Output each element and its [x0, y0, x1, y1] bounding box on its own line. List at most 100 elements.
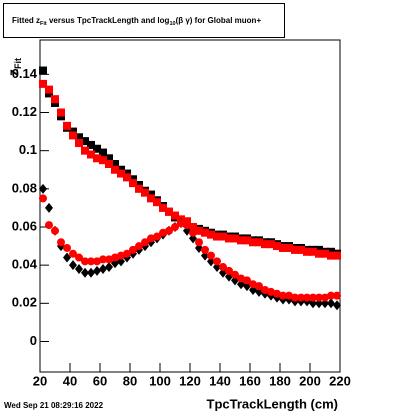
square-marker	[219, 232, 227, 241]
circle-marker	[75, 253, 83, 262]
x-tick-label: 180	[269, 373, 291, 388]
x-tick-label: 60	[93, 373, 107, 388]
x-tick-label: 160	[239, 373, 261, 388]
square-marker	[321, 249, 329, 258]
circle-marker	[183, 221, 191, 230]
diamond-marker	[327, 298, 335, 309]
square-marker	[249, 238, 257, 247]
square-marker	[309, 247, 317, 256]
title-part: Fitted z	[12, 16, 40, 25]
circle-marker	[195, 238, 203, 247]
y-tick-label: 0.06	[12, 218, 37, 233]
x-axis-label: TpcTrackLength (cm)	[207, 396, 338, 411]
square-marker	[93, 144, 101, 153]
square-marker	[333, 251, 341, 260]
circle-marker	[219, 263, 227, 272]
square-marker	[135, 184, 143, 193]
square-marker	[231, 234, 239, 243]
circle-marker	[321, 293, 329, 302]
circle-marker	[255, 282, 263, 291]
square-marker	[303, 247, 311, 256]
square-marker	[147, 194, 155, 203]
square-marker	[93, 154, 101, 163]
circle-marker	[303, 293, 311, 302]
square-marker	[39, 66, 47, 75]
square-marker	[81, 137, 89, 146]
diamond-marker	[63, 252, 71, 263]
circle-marker	[213, 257, 221, 266]
square-marker	[117, 169, 125, 178]
footer-date: Wed Sep 21 08:29:16 2022	[4, 401, 104, 410]
square-marker	[129, 179, 137, 188]
square-marker	[111, 160, 119, 169]
x-tick-label: 20	[33, 373, 47, 388]
square-marker	[261, 240, 269, 249]
y-tick-label: 0.1	[19, 142, 37, 157]
square-marker	[39, 79, 47, 88]
square-marker	[123, 173, 131, 182]
y-tick-label: 0	[30, 333, 37, 348]
title-box	[3, 3, 285, 38]
circle-marker	[333, 291, 341, 300]
circle-marker	[129, 245, 137, 254]
square-marker	[201, 228, 209, 237]
square-marker	[63, 121, 71, 130]
circle-marker	[171, 222, 179, 231]
x-tick-label: 120	[179, 373, 201, 388]
square-marker	[111, 165, 119, 174]
circle-marker	[105, 255, 113, 264]
circle-marker	[177, 219, 185, 228]
y-tick-label: 0.12	[12, 104, 37, 119]
title-sub: 10	[169, 21, 175, 27]
circle-marker	[135, 242, 143, 251]
square-marker	[267, 240, 275, 249]
circle-marker	[285, 291, 293, 300]
square-marker	[99, 156, 107, 165]
diamond-marker	[45, 202, 53, 213]
square-marker	[213, 232, 221, 241]
square-marker	[327, 251, 335, 260]
x-tick-label: 140	[209, 373, 231, 388]
square-marker	[69, 131, 77, 140]
square-marker	[195, 226, 203, 235]
circle-marker	[63, 243, 71, 252]
square-marker	[207, 230, 215, 239]
square-marker	[171, 211, 179, 220]
x-tick-label: 100	[149, 373, 171, 388]
circle-marker	[261, 285, 269, 294]
circle-marker	[279, 291, 287, 300]
diamond-marker	[105, 262, 113, 273]
square-marker	[189, 222, 197, 231]
square-marker	[315, 249, 323, 258]
square-marker	[81, 146, 89, 155]
square-marker	[237, 236, 245, 245]
x-tick-label: 80	[123, 373, 137, 388]
square-marker	[291, 245, 299, 254]
square-marker	[105, 154, 113, 163]
diamond-marker	[75, 263, 83, 274]
y-tick-label: 0.08	[12, 180, 37, 195]
diamond-marker	[87, 267, 95, 278]
square-marker	[255, 238, 263, 247]
square-marker	[243, 236, 251, 245]
diamond-marker	[69, 260, 77, 271]
x-tick-label: 40	[63, 373, 77, 388]
circle-marker	[273, 289, 281, 298]
y-tick-label: 0.14	[12, 66, 38, 81]
y-tick-label: 0.02	[12, 295, 37, 310]
circle-marker	[225, 266, 233, 275]
diamond-marker	[333, 300, 341, 311]
circle-marker	[81, 257, 89, 266]
circle-marker	[231, 270, 239, 279]
chart-title: Fitted zFit versus TpcTrackLength and lo…	[12, 16, 261, 27]
x-tick-label: 220	[329, 373, 351, 388]
square-marker	[45, 85, 53, 94]
diamond-marker	[99, 263, 107, 274]
diamond-marker	[93, 265, 101, 276]
circle-marker	[309, 293, 317, 302]
circle-marker	[69, 249, 77, 258]
square-marker	[99, 148, 107, 157]
circle-marker	[243, 276, 251, 285]
